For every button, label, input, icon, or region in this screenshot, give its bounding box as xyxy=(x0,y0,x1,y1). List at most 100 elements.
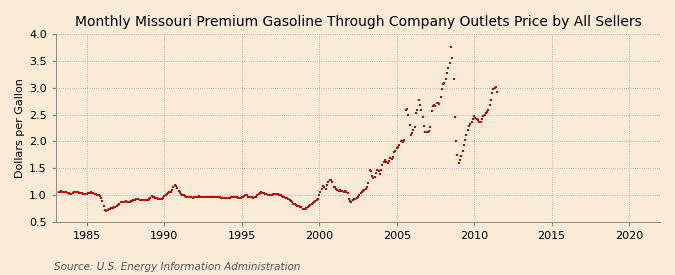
Point xyxy=(105,207,115,211)
Point xyxy=(430,103,441,108)
Point xyxy=(97,199,108,204)
Point xyxy=(263,193,274,198)
Point xyxy=(244,194,255,199)
Point xyxy=(151,196,162,200)
Point xyxy=(141,198,152,202)
Point xyxy=(458,143,469,147)
Point xyxy=(205,195,215,199)
Point xyxy=(247,195,258,199)
Point xyxy=(216,196,227,200)
Point xyxy=(433,101,443,105)
Point xyxy=(189,195,200,199)
Point xyxy=(483,108,494,112)
Point xyxy=(369,175,380,179)
Point xyxy=(200,195,211,199)
Point xyxy=(440,76,451,81)
Point xyxy=(192,194,203,199)
Point xyxy=(470,116,481,120)
Point xyxy=(144,197,155,201)
Point xyxy=(425,125,435,129)
Point xyxy=(263,193,273,197)
Point xyxy=(283,197,294,201)
Point xyxy=(281,196,292,200)
Point xyxy=(349,197,360,201)
Point xyxy=(334,188,345,192)
Point xyxy=(324,178,335,182)
Point xyxy=(460,138,470,142)
Point xyxy=(128,198,139,202)
Point xyxy=(240,193,251,198)
Point xyxy=(106,206,117,210)
Point xyxy=(293,204,304,208)
Point xyxy=(107,206,118,210)
Point xyxy=(346,200,357,204)
Point xyxy=(124,200,135,204)
Point xyxy=(86,190,97,194)
Point xyxy=(478,114,489,119)
Point xyxy=(137,197,148,202)
Point xyxy=(226,195,237,199)
Point xyxy=(331,186,342,191)
Point xyxy=(190,194,200,199)
Point xyxy=(254,191,265,195)
Point xyxy=(337,189,348,193)
Text: Source: U.S. Energy Information Administration: Source: U.S. Energy Information Administ… xyxy=(54,262,300,272)
Point xyxy=(451,139,462,144)
Point xyxy=(444,60,455,65)
Point xyxy=(439,80,450,85)
Point xyxy=(386,157,397,161)
Point xyxy=(134,197,145,202)
Point xyxy=(219,196,230,200)
Point xyxy=(333,188,344,193)
Point xyxy=(176,192,186,196)
Point xyxy=(142,198,153,202)
Point xyxy=(191,194,202,199)
Point xyxy=(364,167,375,172)
Point xyxy=(318,184,329,188)
Point xyxy=(127,199,138,203)
Point xyxy=(185,195,196,199)
Point xyxy=(55,189,66,193)
Point xyxy=(92,193,103,197)
Point xyxy=(340,189,350,193)
Point xyxy=(474,119,485,124)
Point xyxy=(126,199,136,204)
Point xyxy=(457,148,468,153)
Point xyxy=(407,131,418,135)
Point xyxy=(242,193,252,198)
Point xyxy=(277,194,288,199)
Point xyxy=(308,200,319,204)
Point xyxy=(261,192,271,197)
Point xyxy=(195,194,206,199)
Point xyxy=(325,178,336,183)
Point xyxy=(345,199,356,204)
Point xyxy=(174,190,185,194)
Point xyxy=(485,97,496,102)
Point xyxy=(395,139,406,144)
Point xyxy=(487,91,497,95)
Point xyxy=(86,191,97,195)
Point xyxy=(110,205,121,209)
Point xyxy=(396,139,407,144)
Point xyxy=(80,192,91,197)
Point xyxy=(246,195,256,199)
Point xyxy=(164,190,175,194)
Point xyxy=(243,194,254,199)
Point xyxy=(429,103,439,107)
Point xyxy=(354,193,364,197)
Point xyxy=(447,56,458,60)
Point xyxy=(489,86,500,90)
Point xyxy=(196,194,207,199)
Point xyxy=(420,130,431,134)
Point xyxy=(70,189,81,194)
Point xyxy=(471,117,482,121)
Point xyxy=(484,103,495,107)
Point xyxy=(267,192,278,197)
Point xyxy=(382,161,393,165)
Point xyxy=(266,193,277,197)
Point xyxy=(55,189,65,194)
Point xyxy=(265,193,275,198)
Point xyxy=(431,101,442,105)
Point xyxy=(368,176,379,180)
Point xyxy=(238,194,248,199)
